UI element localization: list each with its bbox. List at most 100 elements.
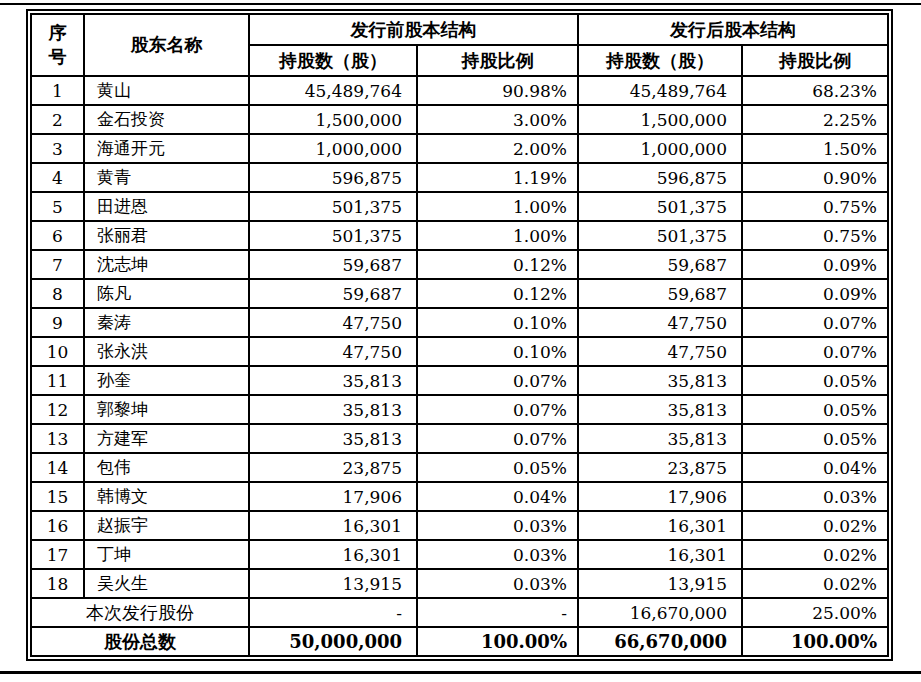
table-row: 18吴火生13,9150.03%13,9150.02% [31, 569, 888, 598]
cell-post-shares: 17,906 [578, 482, 742, 511]
cell-post-ratio: 0.03% [742, 482, 888, 511]
cell-post-shares: 59,687 [578, 250, 742, 279]
table-row: 14包伟23,8750.05%23,8750.04% [31, 453, 888, 482]
cell-post-ratio: 1.50% [742, 134, 888, 163]
cell-post-shares: 47,750 [578, 337, 742, 366]
table-row: 12郭黎坤35,8130.07%35,8130.05% [31, 395, 888, 424]
cell-post-ratio: 0.75% [742, 221, 888, 250]
header-serial: 序号 [31, 14, 84, 76]
header-post-shares: 持股数（股） [578, 45, 742, 76]
cell-post-ratio: 0.09% [742, 250, 888, 279]
cell-pre-shares: 596,875 [249, 163, 417, 192]
cell-shareholder-name: 赵振宇 [84, 511, 249, 540]
cell-pre-ratio: 0.12% [417, 279, 578, 308]
table-row: 17丁坤16,3010.03%16,3010.02% [31, 540, 888, 569]
cell-serial: 7 [31, 250, 84, 279]
table-row: 7沈志坤59,6870.12%59,6870.09% [31, 250, 888, 279]
cell-post-ratio: 0.02% [742, 569, 888, 598]
table-row: 10张永洪47,7500.10%47,7500.07% [31, 337, 888, 366]
cell-pre-ratio: 1.19% [417, 163, 578, 192]
cell-post-shares: 16,301 [578, 511, 742, 540]
table-row: 15韩博文17,9060.04%17,9060.03% [31, 482, 888, 511]
cell-shareholder-name: 田进恩 [84, 192, 249, 221]
cell-pre-shares: 35,813 [249, 366, 417, 395]
cell-shareholder-name: 张永洪 [84, 337, 249, 366]
cell-serial: 3 [31, 134, 84, 163]
cell-shareholder-name: 吴火生 [84, 569, 249, 598]
cell-shareholder-name: 郭黎坤 [84, 395, 249, 424]
page-bottom-rule [0, 671, 921, 674]
cell-serial: 14 [31, 453, 84, 482]
cell-shareholder-name: 黄青 [84, 163, 249, 192]
cell-pre-shares: 501,375 [249, 192, 417, 221]
table-row: 1黄山45,489,76490.98%45,489,76468.23% [31, 76, 888, 105]
cell-pre-shares: 45,489,764 [249, 76, 417, 105]
cell-pre-shares: 35,813 [249, 424, 417, 453]
cell-shareholder-name: 韩博文 [84, 482, 249, 511]
cell-post-ratio: 0.05% [742, 424, 888, 453]
cell-serial: 2 [31, 105, 84, 134]
cell-serial: 1 [31, 76, 84, 105]
cell-post-shares: 47,750 [578, 308, 742, 337]
cell-pre-shares: 59,687 [249, 279, 417, 308]
cell-serial: 9 [31, 308, 84, 337]
cell-pre-shares: 16,301 [249, 511, 417, 540]
cell-post-ratio: 0.02% [742, 540, 888, 569]
cell-post-ratio: 68.23% [742, 76, 888, 105]
table-header: 序号 股东名称 发行前股本结构 发行后股本结构 持股数（股） 持股比例 持股数（… [31, 14, 888, 76]
cell-post-shares: 23,875 [578, 453, 742, 482]
cell-pre-ratio: 0.12% [417, 250, 578, 279]
cell-pre-shares: 1,500,000 [249, 105, 417, 134]
table-row: 8陈凡59,6870.12%59,6870.09% [31, 279, 888, 308]
cell-shareholder-name: 沈志坤 [84, 250, 249, 279]
table-row: 9秦涛47,7500.10%47,7500.07% [31, 308, 888, 337]
cell-pre-ratio: 90.98% [417, 76, 578, 105]
cell-shareholder-name: 丁坤 [84, 540, 249, 569]
cell-post-ratio: 0.07% [742, 308, 888, 337]
cell-post-shares: 596,875 [578, 163, 742, 192]
cell-pre-shares: 13,915 [249, 569, 417, 598]
cell-shareholder-name: 方建军 [84, 424, 249, 453]
cell-pre-shares: 47,750 [249, 308, 417, 337]
cell-serial: 10 [31, 337, 84, 366]
cell-pre-ratio: 0.03% [417, 540, 578, 569]
cell-issue-pre-shares: - [249, 598, 417, 627]
cell-pre-ratio: 1.00% [417, 221, 578, 250]
share-structure-table-frame: 序号 股东名称 发行前股本结构 发行后股本结构 持股数（股） 持股比例 持股数（… [26, 9, 893, 661]
cell-serial: 16 [31, 511, 84, 540]
header-post-ratio: 持股比例 [742, 45, 888, 76]
table-row: 11孙奎35,8130.07%35,8130.05% [31, 366, 888, 395]
cell-serial: 6 [31, 221, 84, 250]
issue-row: 本次发行股份--16,670,00025.00% [31, 598, 888, 627]
cell-pre-shares: 16,301 [249, 540, 417, 569]
header-pre-shares: 持股数（股） [249, 45, 417, 76]
cell-issue-post-shares: 16,670,000 [578, 598, 742, 627]
cell-shareholder-name: 黄山 [84, 76, 249, 105]
cell-pre-shares: 501,375 [249, 221, 417, 250]
cell-shareholder-name: 包伟 [84, 453, 249, 482]
cell-pre-ratio: 0.05% [417, 453, 578, 482]
cell-post-shares: 35,813 [578, 395, 742, 424]
share-structure-table: 序号 股东名称 发行前股本结构 发行后股本结构 持股数（股） 持股比例 持股数（… [30, 13, 889, 657]
cell-post-ratio: 0.04% [742, 453, 888, 482]
cell-post-ratio: 0.90% [742, 163, 888, 192]
table-row: 5田进恩501,3751.00%501,3750.75% [31, 192, 888, 221]
cell-serial: 13 [31, 424, 84, 453]
cell-post-ratio: 0.75% [742, 192, 888, 221]
cell-pre-shares: 59,687 [249, 250, 417, 279]
cell-post-shares: 59,687 [578, 279, 742, 308]
cell-post-shares: 35,813 [578, 366, 742, 395]
cell-pre-ratio: 0.04% [417, 482, 578, 511]
cell-pre-ratio: 2.00% [417, 134, 578, 163]
cell-total-label: 股份总数 [31, 627, 249, 656]
cell-pre-shares: 35,813 [249, 395, 417, 424]
cell-pre-ratio: 0.10% [417, 337, 578, 366]
header-group-pre-issuance: 发行前股本结构 [249, 14, 578, 45]
cell-pre-ratio: 0.03% [417, 511, 578, 540]
header-shareholder-name: 股东名称 [84, 14, 249, 76]
cell-post-shares: 13,915 [578, 569, 742, 598]
cell-shareholder-name: 孙奎 [84, 366, 249, 395]
cell-post-ratio: 0.05% [742, 366, 888, 395]
header-group-post-issuance: 发行后股本结构 [578, 14, 888, 45]
cell-post-shares: 1,500,000 [578, 105, 742, 134]
